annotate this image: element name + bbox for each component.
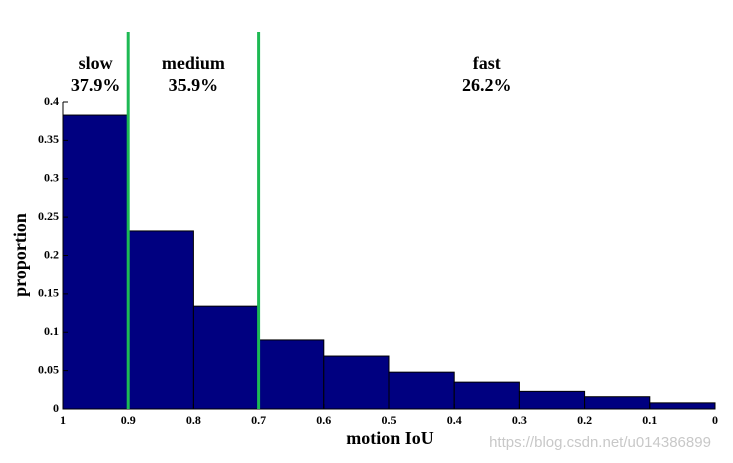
y-tick-label: 0.4 xyxy=(44,94,59,108)
watermark: https://blog.csdn.net/u014386899 xyxy=(489,434,711,451)
bar xyxy=(127,230,194,410)
region-name: fast xyxy=(473,53,501,73)
y-tick-label: 0.25 xyxy=(38,209,59,223)
x-tick-label: 0.3 xyxy=(512,413,527,427)
y-tick-label: 0.3 xyxy=(44,171,59,185)
x-tick-label: 0.6 xyxy=(316,413,331,427)
bar xyxy=(453,381,520,410)
bar xyxy=(649,402,716,410)
y-tick-label: 0 xyxy=(53,401,59,415)
x-tick-label: 0.2 xyxy=(577,413,592,427)
bar xyxy=(518,390,586,410)
bar xyxy=(323,355,390,410)
bar xyxy=(258,339,325,410)
y-tick-label: 0.2 xyxy=(44,247,59,261)
x-tick-label: 0.8 xyxy=(186,413,201,427)
y-axis-label: proportion xyxy=(10,213,30,297)
y-tick-label: 0.1 xyxy=(44,324,59,338)
x-tick-label: 1 xyxy=(60,413,66,427)
region-share: 35.9% xyxy=(169,75,219,95)
x-tick-label: 0 xyxy=(712,413,718,427)
y-tick-label: 0.05 xyxy=(38,362,59,376)
x-axis-label: motion IoU xyxy=(346,428,434,448)
x-tick-label: 0.7 xyxy=(251,413,266,427)
region-name: slow xyxy=(79,53,113,73)
region-name: medium xyxy=(162,53,225,73)
y-tick-label: 0.35 xyxy=(38,132,59,146)
bar xyxy=(388,371,455,410)
bar xyxy=(584,396,651,410)
bar xyxy=(62,114,129,410)
region-share: 37.9% xyxy=(71,75,121,95)
y-tick-label: 0.15 xyxy=(38,286,59,300)
x-tick-label: 0.9 xyxy=(121,413,136,427)
x-tick-label: 0.4 xyxy=(447,413,462,427)
region-share: 26.2% xyxy=(462,75,512,95)
x-tick-label: 0.5 xyxy=(382,413,397,427)
x-tick-label: 0.1 xyxy=(642,413,657,427)
bar xyxy=(192,305,260,410)
